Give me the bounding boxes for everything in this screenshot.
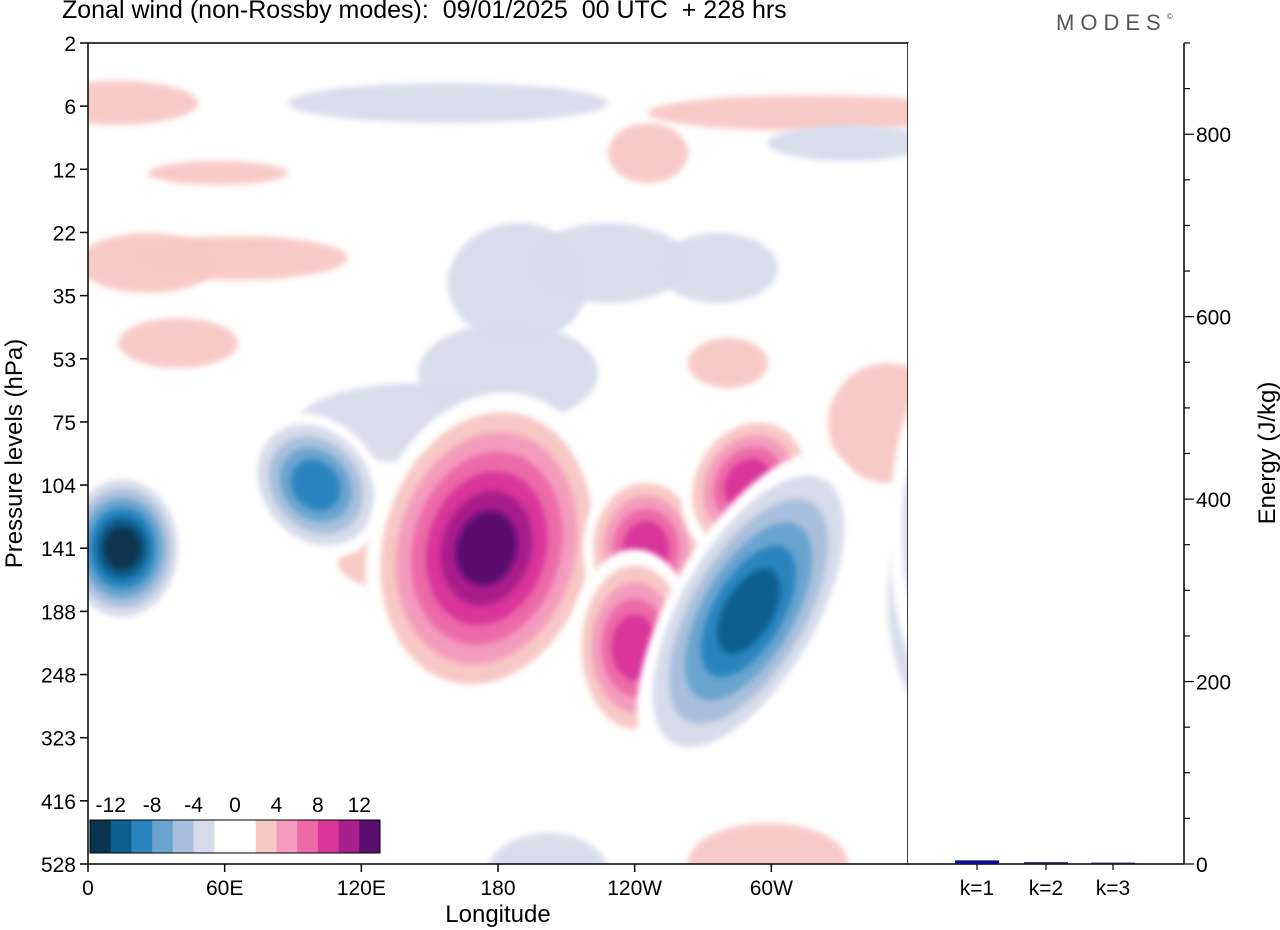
y-tick-label: 323 [41, 728, 76, 751]
y-axis-title: Pressure levels (hPa) [1, 339, 28, 568]
y-tick-label: 528 [41, 854, 76, 877]
modes-logo: MODES© [1056, 10, 1173, 36]
background-contour-7 [448, 223, 588, 343]
energy-category-label: k=3 [1096, 877, 1130, 900]
heatmap-field [88, 43, 908, 864]
background-contour-3 [768, 125, 908, 161]
energy-tick-label: 600 [1196, 307, 1231, 330]
background-contour-11 [688, 338, 768, 388]
logo-mark: © [1166, 12, 1173, 21]
background-contour-17 [608, 123, 688, 183]
colorbar-label: -4 [184, 794, 203, 817]
logo-text: MODES [1056, 10, 1167, 35]
y-tick-label: 141 [41, 538, 76, 561]
x-tick-label: 120E [337, 877, 386, 900]
energy-tick-label: 0 [1196, 854, 1208, 877]
colorbar-swatch-12 [338, 820, 360, 853]
y-tick-label: 2 [64, 33, 76, 56]
colorbar-swatch-13 [359, 820, 381, 853]
wind-feature-7-level-1 [889, 410, 908, 653]
colorbar-label: 0 [229, 794, 241, 817]
energy-bar-k=2 [1024, 862, 1068, 864]
y-tick-label: 53 [53, 349, 76, 372]
background-contour-15 [489, 833, 607, 864]
energy-tick-label: 800 [1196, 124, 1231, 147]
wind-feature-0-level-7 [103, 526, 142, 571]
colorbar-swatch-11 [317, 820, 340, 853]
colorbar-label: -8 [143, 794, 162, 817]
y-tick-label: 104 [41, 475, 76, 498]
background-contour-18 [148, 161, 288, 185]
y-tick-label: 75 [53, 412, 76, 435]
colorbar: -12 -8 -4 0 4 8 12 [89, 794, 381, 854]
y-tick-label: 416 [41, 791, 76, 814]
background-contour-0 [288, 83, 608, 123]
colorbar-border [89, 819, 381, 854]
chart-title: Zonal wind (non-Rossby modes): 09/01/202… [62, 0, 787, 24]
y-tick-label: 12 [53, 159, 76, 182]
energy-bar-chart: 0 200 400 600 800 k=1 k=2 k=3 Energy (J/kg) [908, 42, 1280, 900]
colorbar-label: 12 [348, 794, 371, 817]
y-tick-label: 35 [53, 286, 76, 309]
x-tick-label: 0 [82, 877, 94, 900]
y-tick-label: 248 [41, 665, 76, 688]
colorbar-swatch-2 [131, 820, 153, 853]
background-contour-9 [658, 233, 778, 303]
colorbar-swatch-10 [297, 820, 319, 853]
background-contour-5 [88, 233, 218, 293]
wind-feature-6-level-6 [717, 568, 781, 655]
x-tick-label: 60E [206, 877, 243, 900]
y-tick-label: 6 [64, 96, 76, 119]
background-contour-10 [118, 318, 238, 368]
y-tick-label: 188 [41, 601, 76, 624]
background-contour-1 [88, 81, 198, 125]
colorbar-swatch-7 [235, 820, 257, 853]
colorbar-swatch-0 [90, 820, 112, 853]
energy-tick-label: 200 [1196, 672, 1231, 695]
colorbar-label: -12 [96, 794, 126, 817]
colorbar-swatch-6 [214, 820, 236, 853]
colorbar-swatch-3 [152, 820, 174, 853]
wind-feature-7-level-2 [902, 470, 908, 592]
y-tick-label: 22 [53, 222, 76, 245]
energy-tick-label: 400 [1196, 489, 1231, 512]
x-tick-label: 60W [750, 877, 793, 900]
colorbar-swatch-4 [172, 820, 195, 853]
colorbar-swatch-1 [110, 820, 132, 853]
x-tick-label: 120W [607, 877, 662, 900]
x-axis-title: Longitude [445, 901, 550, 928]
wind-feature-1-level-5 [291, 459, 341, 511]
colorbar-swatch-5 [193, 820, 215, 853]
energy-category-label: k=1 [960, 877, 994, 900]
energy-category-label: k=2 [1029, 877, 1063, 900]
background-contour-13 [828, 363, 908, 483]
background-contour-16 [688, 823, 848, 864]
background-contour-2 [648, 95, 908, 131]
colorbar-swatch-9 [276, 820, 298, 853]
energy-plot-area [908, 43, 1184, 864]
energy-axis-title: Energy (J/kg) [1254, 382, 1280, 525]
colorbar-label: 4 [271, 794, 283, 817]
colorbar-swatch-8 [255, 820, 277, 853]
energy-bar-k=1 [955, 860, 999, 864]
colorbar-label: 8 [312, 794, 324, 817]
energy-bar-k=3 [1091, 862, 1135, 864]
x-tick-label: 180 [480, 877, 515, 900]
wind-feature-2-level-7 [456, 510, 518, 586]
